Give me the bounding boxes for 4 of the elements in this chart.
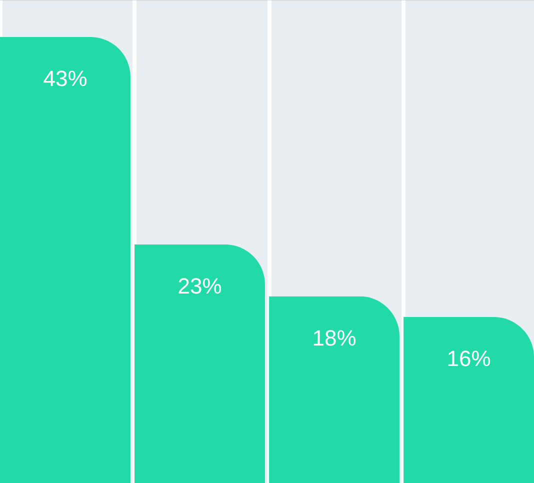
data-label: 23%	[178, 273, 222, 298]
data-label: 43%	[43, 66, 88, 92]
data-label: 18%	[312, 325, 356, 350]
data-label: 16%	[446, 346, 491, 372]
